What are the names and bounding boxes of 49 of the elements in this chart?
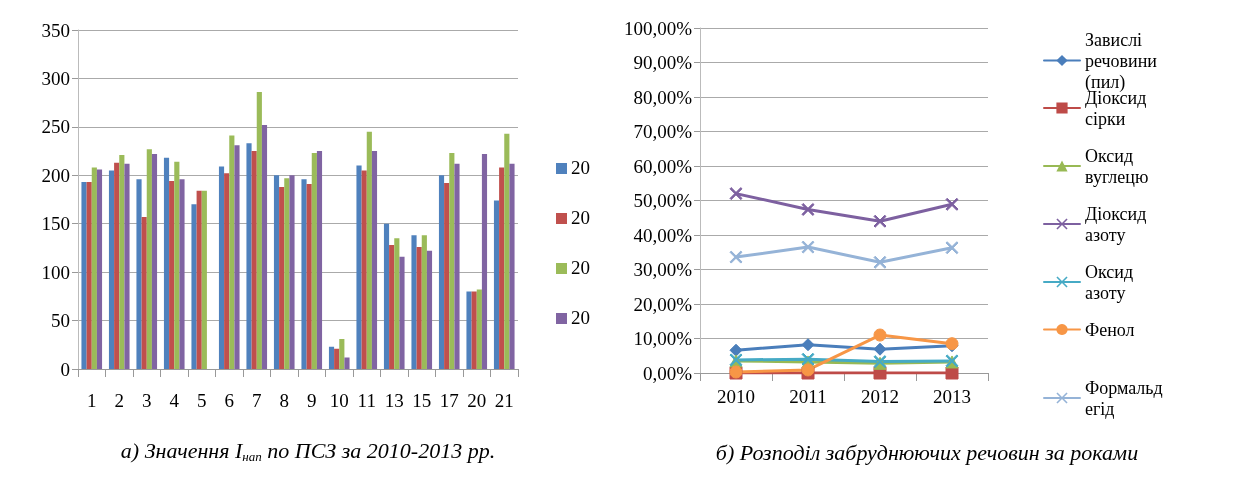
y-tick-label: 250	[41, 116, 70, 138]
x-tick-label: 10	[329, 390, 349, 411]
legend-label: Фенол	[1085, 319, 1135, 340]
y-tick-label: 20,00%	[633, 293, 693, 315]
x-tick-label: 15	[412, 390, 432, 411]
x-tick-label: 5	[197, 390, 207, 411]
x-tick-label: 11	[357, 390, 376, 411]
legend-label: Оксид азоту	[1085, 261, 1138, 303]
legend-label: 20	[571, 257, 590, 278]
x-tick-label: 2013	[933, 386, 971, 407]
x-tick-label: 1	[87, 390, 97, 411]
y-tick-label: 350	[41, 19, 70, 41]
x-tick-label: 20	[467, 390, 487, 411]
y-tick-label: 150	[41, 213, 70, 235]
x-tick-label: 7	[252, 390, 262, 411]
legend-label: 20	[571, 307, 590, 328]
x-tick-label: 21	[494, 390, 514, 411]
x-tick-label: 17	[439, 390, 459, 411]
legend-label: Оксид вуглецю	[1085, 145, 1149, 187]
y-tick-label: 40,00%	[633, 224, 693, 246]
legend-label: Діоксид азоту	[1085, 203, 1151, 245]
y-tick-label: 60,00%	[633, 155, 693, 177]
y-tick-label: 200	[41, 164, 70, 186]
x-tick-label: 4	[169, 390, 180, 411]
legend-label: 20	[571, 157, 590, 178]
y-tick-label: 70,00%	[633, 121, 693, 142]
y-tick-label: 10,00%	[633, 328, 693, 349]
x-tick-label: 2010	[717, 386, 755, 407]
y-tick-label: 80,00%	[633, 86, 693, 108]
y-tick-label: 0	[60, 358, 70, 380]
y-tick-label: 0,00%	[642, 362, 693, 384]
legend-label: 20	[571, 207, 590, 228]
y-tick-label: 100	[41, 261, 70, 283]
y-tick-label: 100,00%	[623, 17, 693, 39]
x-tick-label: 13	[384, 390, 404, 411]
y-tick-label: 50	[51, 310, 70, 332]
x-tick-label: 6	[224, 390, 234, 411]
x-tick-label: 8	[279, 390, 289, 411]
x-tick-label: 2	[114, 390, 124, 411]
x-tick-label: 9	[307, 390, 317, 411]
x-tick-label: 2012	[861, 386, 899, 407]
x-tick-label: 3	[142, 390, 152, 411]
x-tick-label: 2011	[789, 386, 827, 407]
y-tick-label: 50,00%	[633, 190, 693, 211]
y-tick-label: 300	[41, 67, 70, 89]
y-tick-label: 30,00%	[633, 259, 693, 280]
legend-label: Формальдегід	[1085, 377, 1163, 419]
text: б) Розподіл забруднюючих речовин за роками	[715, 439, 1139, 465]
y-tick-label: 90,00%	[633, 52, 693, 73]
